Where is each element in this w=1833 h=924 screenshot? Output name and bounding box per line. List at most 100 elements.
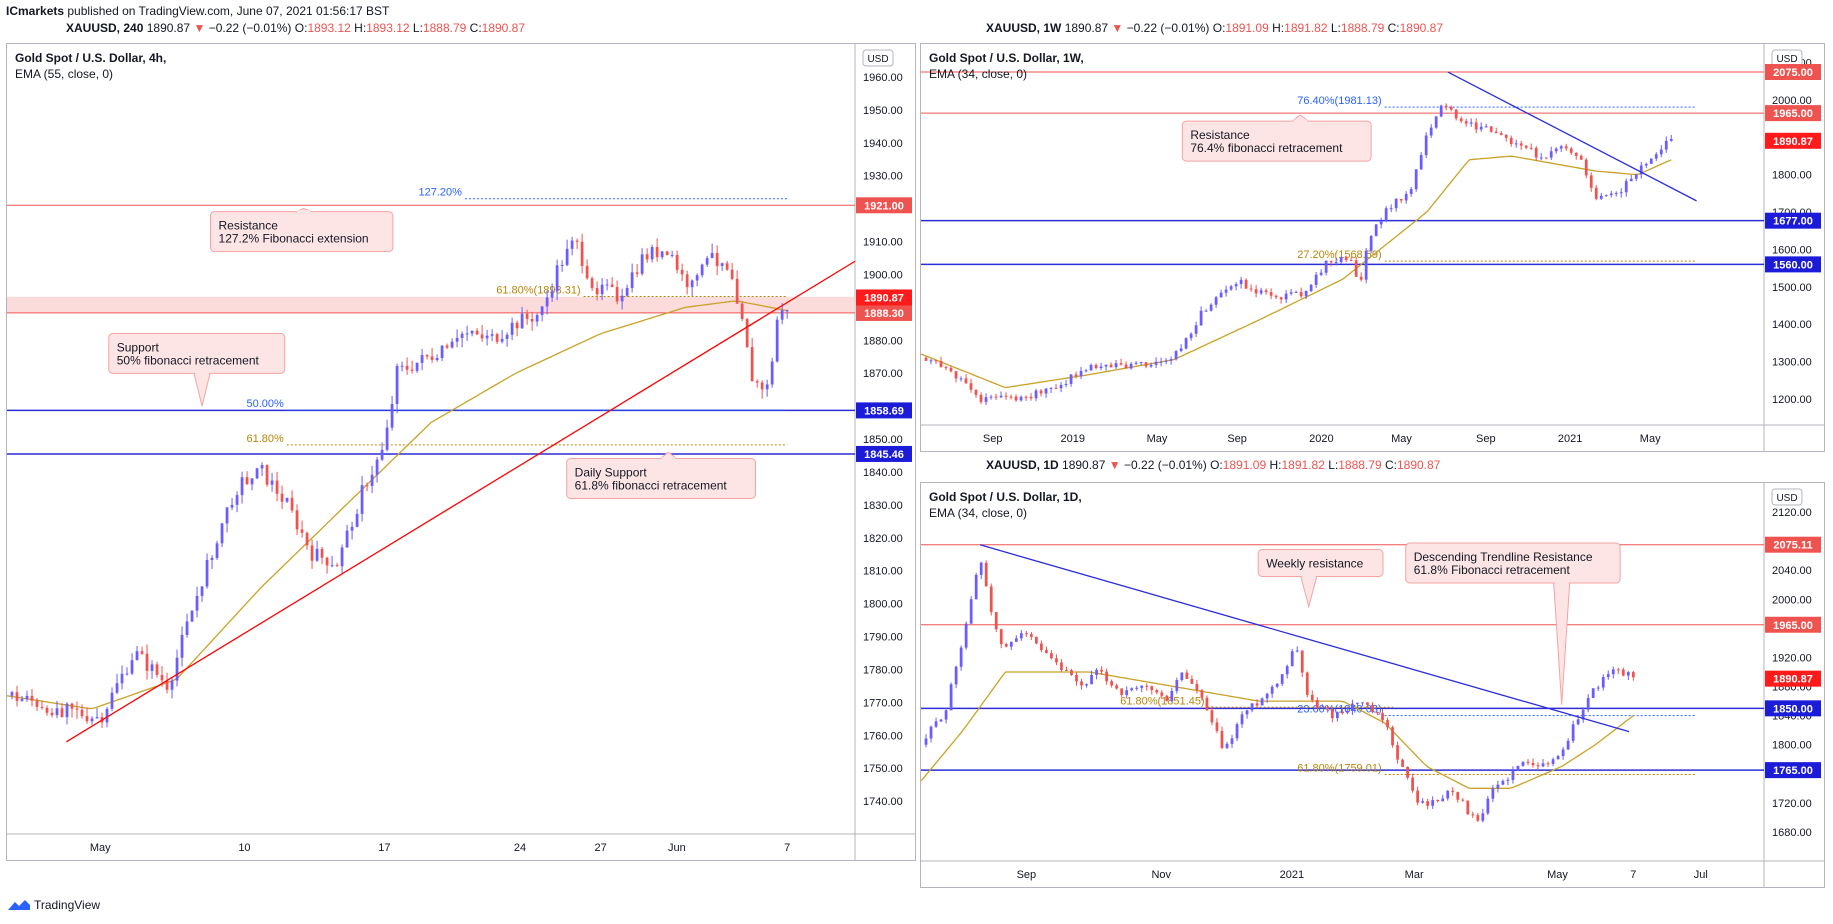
candle-body [180,634,184,658]
chart-legend: Gold Spot / U.S. Dollar, 4h, EMA (55, cl… [15,50,166,82]
chart-panel-h4[interactable]: 1740.00 1750.00 1760.00 1770.00 1780.00 1790.… [6,43,916,861]
candle [1224,285,1228,297]
indicator-label: EMA (34, close, 0) [929,506,1028,520]
callout-joint [296,210,311,214]
candle [725,260,729,271]
callout-pointer [1300,575,1318,609]
candle [1325,705,1329,712]
chart-svg-h4[interactable]: 1740.00 1750.00 1760.00 1770.00 1780.00 1790.… [7,44,915,860]
candle [999,391,1003,398]
level-labels-group: 1921.00 1888.30 1858.69 1845.46 1890.87 [856,197,912,462]
candle [1319,269,1323,277]
candle-body [944,710,948,720]
candle [295,504,299,536]
candle-body [949,367,953,372]
chart-panel-w1[interactable]: 1200.001300.001400.001500.001600.001700.… [920,43,1825,452]
level-label-box [856,304,912,321]
candle-body [275,480,279,494]
candle-body [1139,362,1143,364]
candle [1561,746,1565,760]
candle-body [1611,669,1615,675]
candle-body [924,738,928,745]
candle-body [450,341,454,348]
indicator-label: EMA (34, close, 0) [929,67,1028,81]
candle [755,379,759,388]
candle-body [1624,181,1628,193]
candle [20,695,24,702]
chart-svg-d1[interactable]: 1680.001720.001760.001800.001840.001880.… [921,483,1824,887]
candle-body [120,673,124,684]
candle [460,331,464,348]
candle-body [969,599,973,624]
candle [130,653,134,676]
candle-body [415,362,419,371]
indicator-label: EMA (55, close, 0) [15,67,114,81]
candle-body [1124,364,1128,369]
candle [145,644,149,680]
candle-body [1184,338,1188,349]
candle [1115,683,1119,690]
candle [210,555,214,570]
candle [190,610,194,623]
candle [964,621,968,650]
resistance-zone [7,296,855,313]
chart-panel-d1[interactable]: 1680.001720.001760.001800.001840.001880.… [920,482,1825,888]
candle-body [1319,272,1323,275]
candle-body [500,338,504,342]
candle-body [949,684,953,711]
callout-text: Descending Trendline Resistance [1414,550,1593,564]
high-value: 1891.82 [1284,21,1328,35]
candle-body [1461,799,1465,801]
candle-body [1185,672,1189,679]
candle [600,278,604,301]
candle-body [1280,674,1284,684]
candle-body [285,497,289,502]
candle [335,562,339,567]
low-value: 1888.79 [1340,21,1385,35]
candle [1359,272,1363,282]
candle-body [1379,220,1383,225]
candle [1521,761,1525,767]
candle [929,725,933,743]
candle [1039,389,1043,397]
candle [1295,646,1299,653]
candle [1259,287,1263,296]
candle [1065,666,1068,671]
plot-group: 127.20% 50.00% 61.80% 61.80%(1893.31) Resist… [7,187,856,743]
candle-body [355,513,359,527]
callout-box [566,458,756,499]
candle-body [345,530,349,548]
y-tick-label: 1830.00 [863,500,903,512]
candle [1029,393,1033,401]
candle-body [1564,146,1568,149]
candle-body [1481,813,1485,821]
last-price: 1890.87 [1062,458,1106,472]
y-tick-label: 1720.00 [1772,798,1812,810]
candle [370,465,374,494]
candle-body [1446,790,1450,799]
candle [675,250,679,274]
candle-body [989,396,993,398]
candle-body [964,623,968,648]
candle [595,281,599,301]
candle-body [745,318,749,348]
candle-body [1464,121,1468,124]
candle-body [1189,333,1193,339]
level-label-box [1765,762,1821,779]
candle-body [1364,250,1368,280]
candle-body [1344,257,1348,261]
candle-body [1551,759,1555,764]
candle [1244,278,1248,290]
candle-body [959,647,963,667]
candle [1169,356,1173,365]
candle [610,277,614,288]
chart-svg-w1[interactable]: 1200.001300.001400.001500.001600.001700.… [921,44,1824,451]
y-tick-label: 1840.00 [863,467,903,479]
candle-body [1255,703,1259,706]
candle-body [1329,260,1333,263]
trendline [979,544,1630,733]
candle-body [195,595,199,611]
candle [1441,794,1445,802]
candle [1165,694,1169,702]
candle [1059,382,1063,393]
